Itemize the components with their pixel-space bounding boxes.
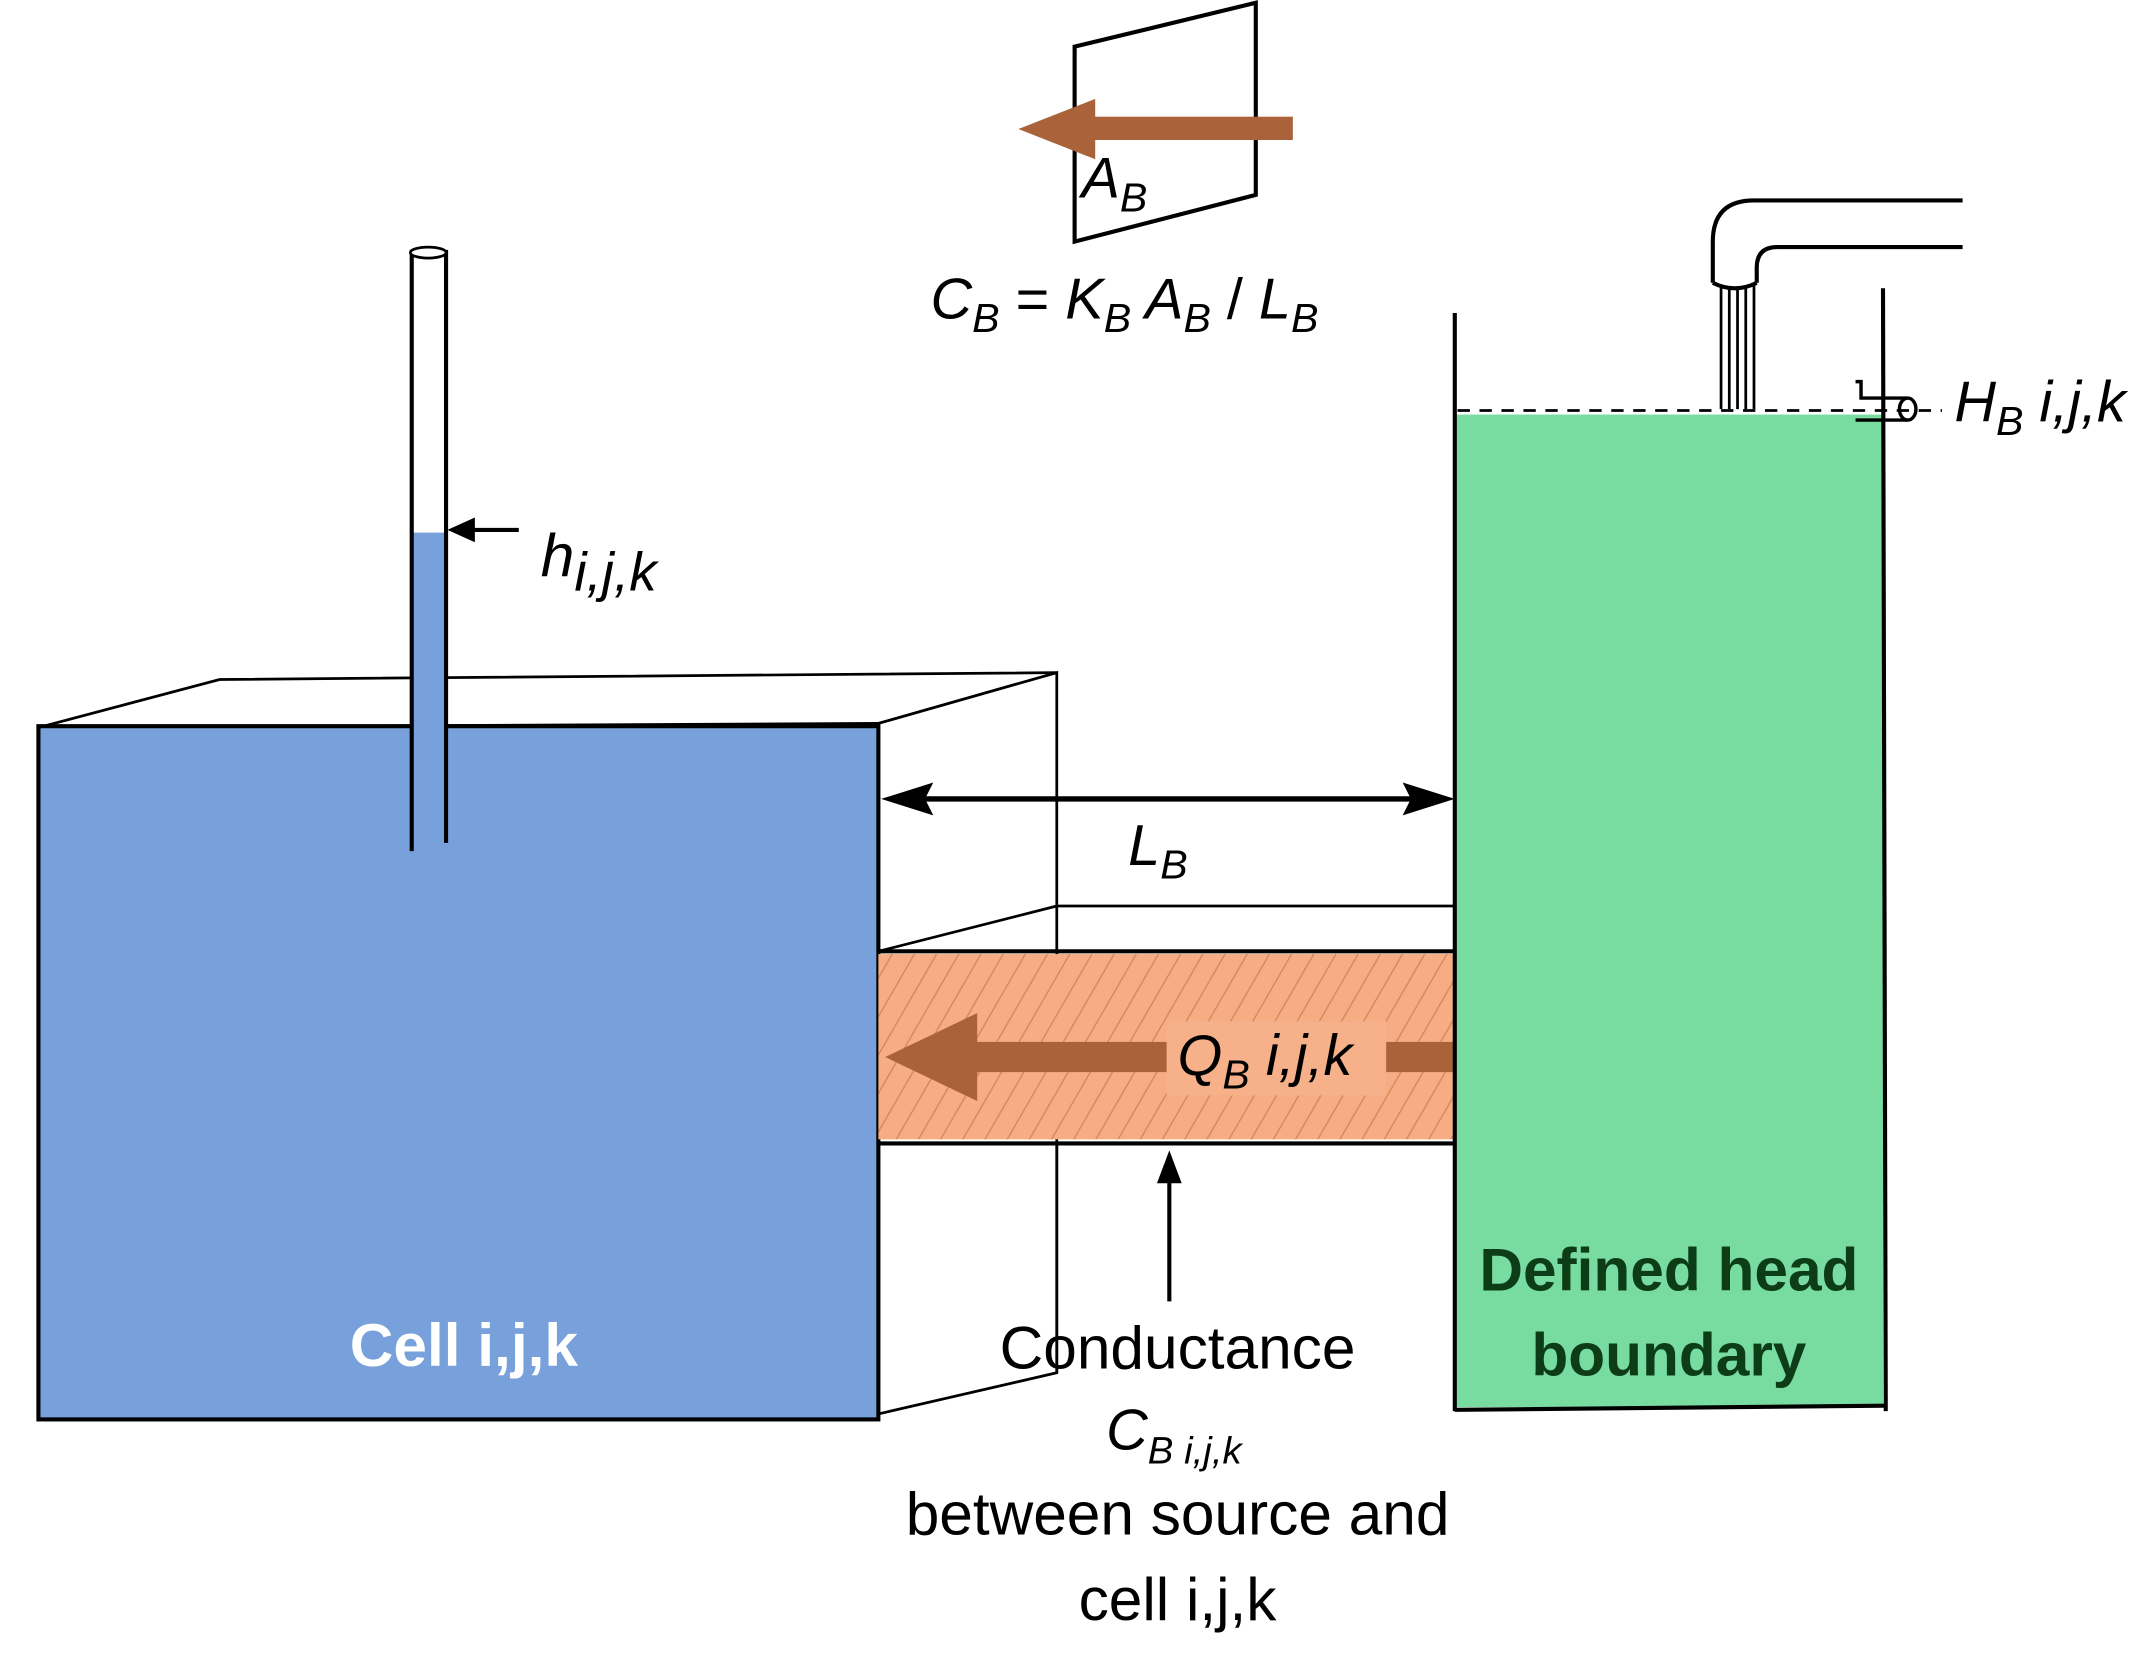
cell-name-label: Cell i,j,k	[350, 1311, 579, 1379]
conductance-formula: CB = KB AB / LB	[931, 267, 1319, 341]
area-label: AB	[1078, 147, 1147, 221]
cell-head-label: hi,j,k	[541, 522, 659, 603]
outflow-spout	[1855, 379, 1918, 422]
piezometer-water	[411, 532, 447, 849]
area-element	[1018, 0, 1293, 245]
conductance-caption-line3: between source and	[906, 1480, 1450, 1548]
flow-arrow	[885, 1013, 1455, 1101]
boundary-name-line1: Defined head	[1479, 1235, 1858, 1303]
conductance-pointer-arrow	[1156, 1150, 1182, 1302]
cell-front-face	[36, 724, 881, 1422]
conductance-caption: Conductance CB i,j,k between source and …	[906, 1314, 1450, 1633]
flow-label-box	[1166, 1021, 1387, 1096]
piezometer-tube	[408, 245, 449, 852]
length-arrow	[881, 782, 1455, 816]
boundary-name-line2: boundary	[1531, 1320, 1806, 1388]
cell-head-arrow	[447, 517, 519, 543]
boundary-water	[1454, 414, 1883, 1408]
boundary-tank	[1452, 288, 1943, 1412]
conductance-caption-line1: Conductance	[1000, 1314, 1356, 1382]
boundary-head-label: HB i,j,k	[1954, 370, 2129, 444]
area-flow-arrow	[1018, 98, 1096, 160]
length-label: LB	[1128, 814, 1188, 888]
cell-block	[36, 670, 1059, 1422]
inflow-pipe	[1710, 198, 1963, 410]
flow-label: QB i,j,k	[1178, 1024, 1356, 1098]
conductance-caption-line4: cell i,j,k	[1079, 1565, 1278, 1633]
conductance-caption-symbol: CB i,j,k	[1106, 1399, 1243, 1473]
